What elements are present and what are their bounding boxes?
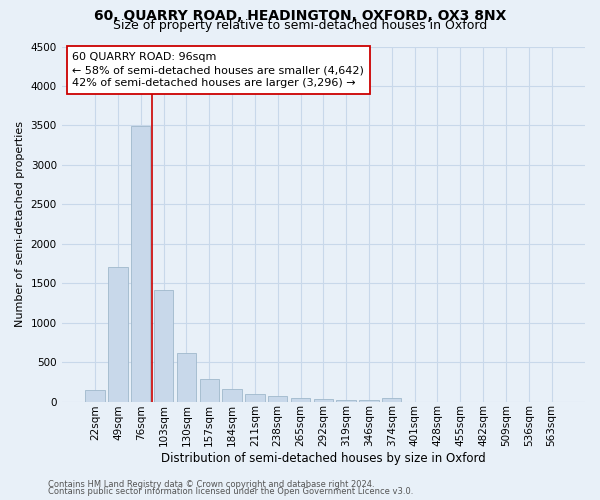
Bar [359,400,379,402]
Text: Contains public sector information licensed under the Open Government Licence v3: Contains public sector information licen… [48,487,413,496]
Bar [337,400,356,402]
Text: 60 QUARRY ROAD: 96sqm
← 58% of semi-detached houses are smaller (4,642)
42% of s: 60 QUARRY ROAD: 96sqm ← 58% of semi-deta… [72,52,364,88]
Y-axis label: Number of semi-detached properties: Number of semi-detached properties [15,121,25,327]
Text: 60, QUARRY ROAD, HEADINGTON, OXFORD, OX3 8NX: 60, QUARRY ROAD, HEADINGTON, OXFORD, OX3… [94,9,506,23]
X-axis label: Distribution of semi-detached houses by size in Oxford: Distribution of semi-detached houses by … [161,452,486,465]
Text: Size of property relative to semi-detached houses in Oxford: Size of property relative to semi-detach… [113,19,487,32]
Bar [131,126,151,402]
Bar [223,389,242,402]
Bar [291,398,310,402]
Bar [382,398,401,402]
Text: Contains HM Land Registry data © Crown copyright and database right 2024.: Contains HM Land Registry data © Crown c… [48,480,374,489]
Bar [177,352,196,402]
Bar [245,394,265,402]
Bar [85,390,105,402]
Bar [314,399,333,402]
Bar [154,290,173,402]
Bar [108,268,128,402]
Bar [200,378,219,402]
Bar [268,396,287,402]
